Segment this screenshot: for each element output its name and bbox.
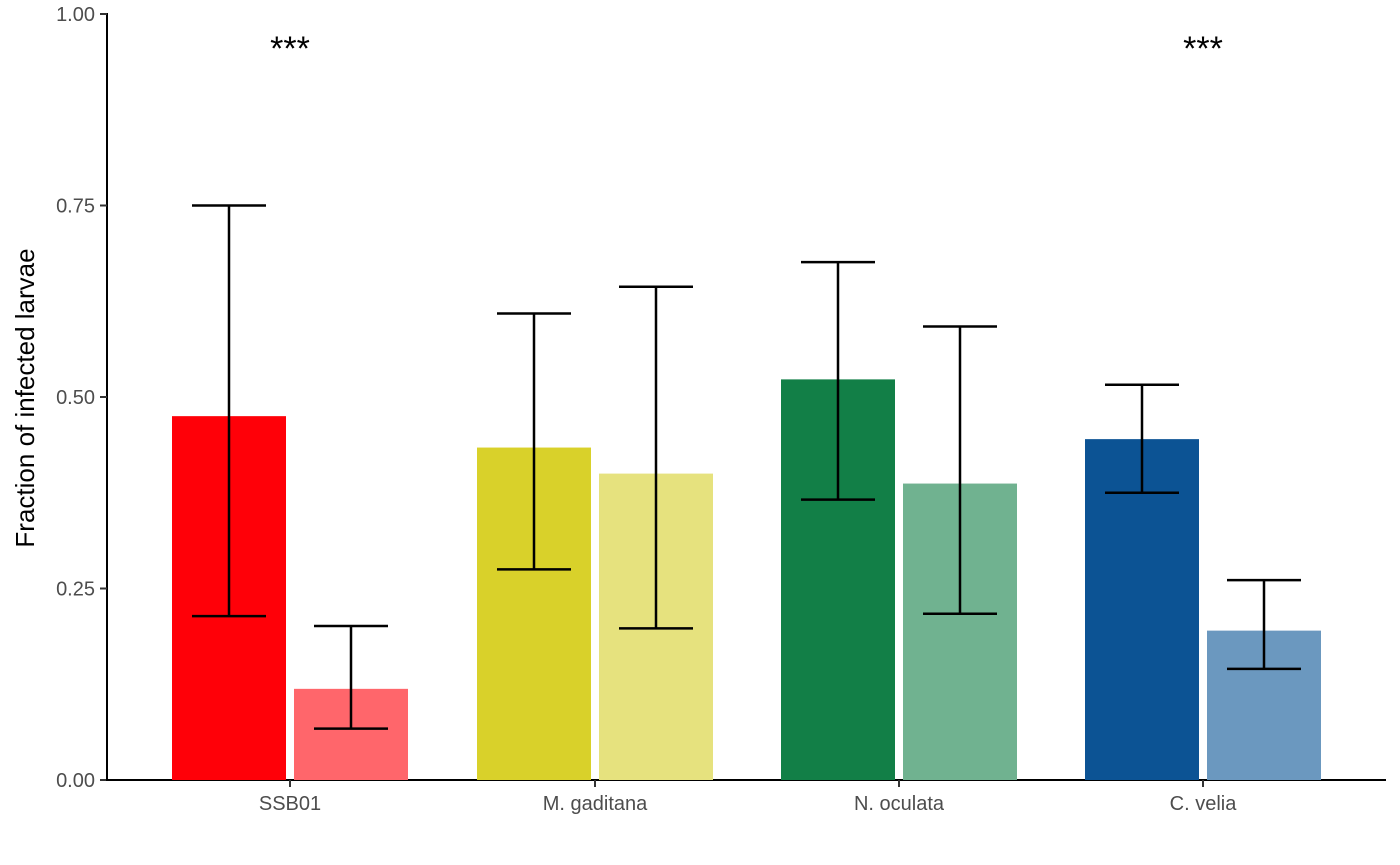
- x-tick-label: C. velia: [1170, 793, 1238, 815]
- x-tick-label: N. oculata: [854, 793, 945, 815]
- x-tick-label: SSB01: [259, 793, 321, 815]
- y-tick-label: 0.75: [56, 196, 95, 218]
- significance-marker: ***: [270, 30, 310, 68]
- significance-marker: ***: [1183, 30, 1223, 68]
- y-tick-label: 0.00: [56, 770, 95, 792]
- bars: [172, 379, 1321, 780]
- y-axis: 0.00 0.25 0.50 0.75 1.00: [56, 4, 108, 792]
- significance-annotations: *** ***: [270, 30, 1223, 68]
- y-tick-label: 0.25: [56, 579, 95, 601]
- error-bars: [192, 204, 1301, 730]
- y-axis-title: Fraction of infected larvae: [10, 248, 40, 547]
- x-axis: SSB01 M. gaditana N. oculata C. velia: [106, 779, 1386, 815]
- y-tick-label: 1.00: [56, 4, 95, 26]
- bar: [1085, 439, 1199, 780]
- x-tick-label: M. gaditana: [543, 793, 648, 815]
- y-tick-label: 0.50: [56, 387, 95, 409]
